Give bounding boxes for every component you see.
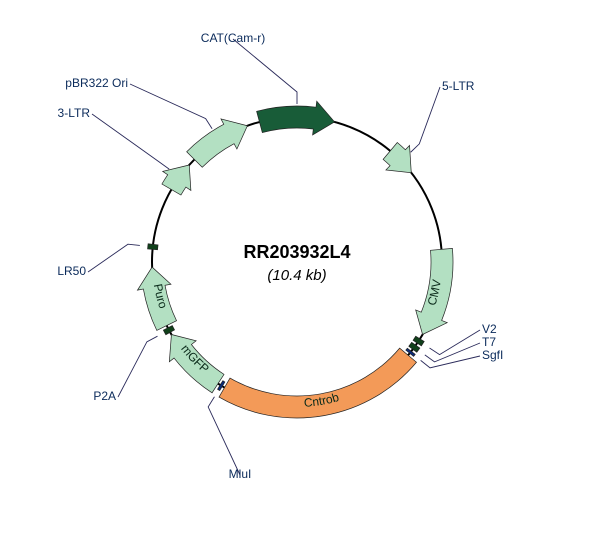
feature-ltr5 [383, 142, 411, 172]
plasmid-size: (10.4 kb) [267, 267, 326, 284]
leader-v2 [430, 330, 480, 355]
leader-lr50 [88, 244, 140, 272]
feature-pbr [187, 119, 248, 167]
feature-label-ltr3: 3-LTR [58, 106, 91, 120]
leader-t7 [425, 343, 480, 362]
leader-pbr [130, 84, 212, 129]
feature-label-p2a: P2A [93, 389, 116, 403]
plasmid-name: RR203932L4 [243, 242, 350, 262]
feature-lr50 [148, 244, 158, 250]
feature-label-ltr5: 5-LTR [442, 79, 475, 93]
feature-label-lr50: LR50 [57, 264, 86, 278]
plasmid-map-container: RR203932L4(10.4 kb)5-LTRCMVV2T7SgfICntro… [0, 0, 600, 533]
feature-ltr3 [162, 165, 191, 195]
plasmid-map-svg: RR203932L4(10.4 kb)5-LTRCMVV2T7SgfICntro… [0, 0, 600, 533]
feature-cat [257, 101, 335, 135]
leader-cat [233, 39, 297, 104]
leader-p2a [118, 336, 157, 397]
feature-label-pbr: pBR322 Ori [65, 76, 128, 90]
leader-ltr3 [92, 114, 169, 169]
feature-label-sgfi: SgfI [482, 348, 503, 362]
feature-p2a [163, 326, 174, 335]
feature-label-t7: T7 [482, 335, 496, 349]
leader-mlui [208, 397, 240, 475]
feature-label-cat: CAT(Cam-r) [201, 31, 265, 45]
feature-label-v2: V2 [482, 322, 497, 336]
leader-ltr5 [411, 87, 440, 152]
feature-label-mlui: MluI [229, 467, 252, 481]
